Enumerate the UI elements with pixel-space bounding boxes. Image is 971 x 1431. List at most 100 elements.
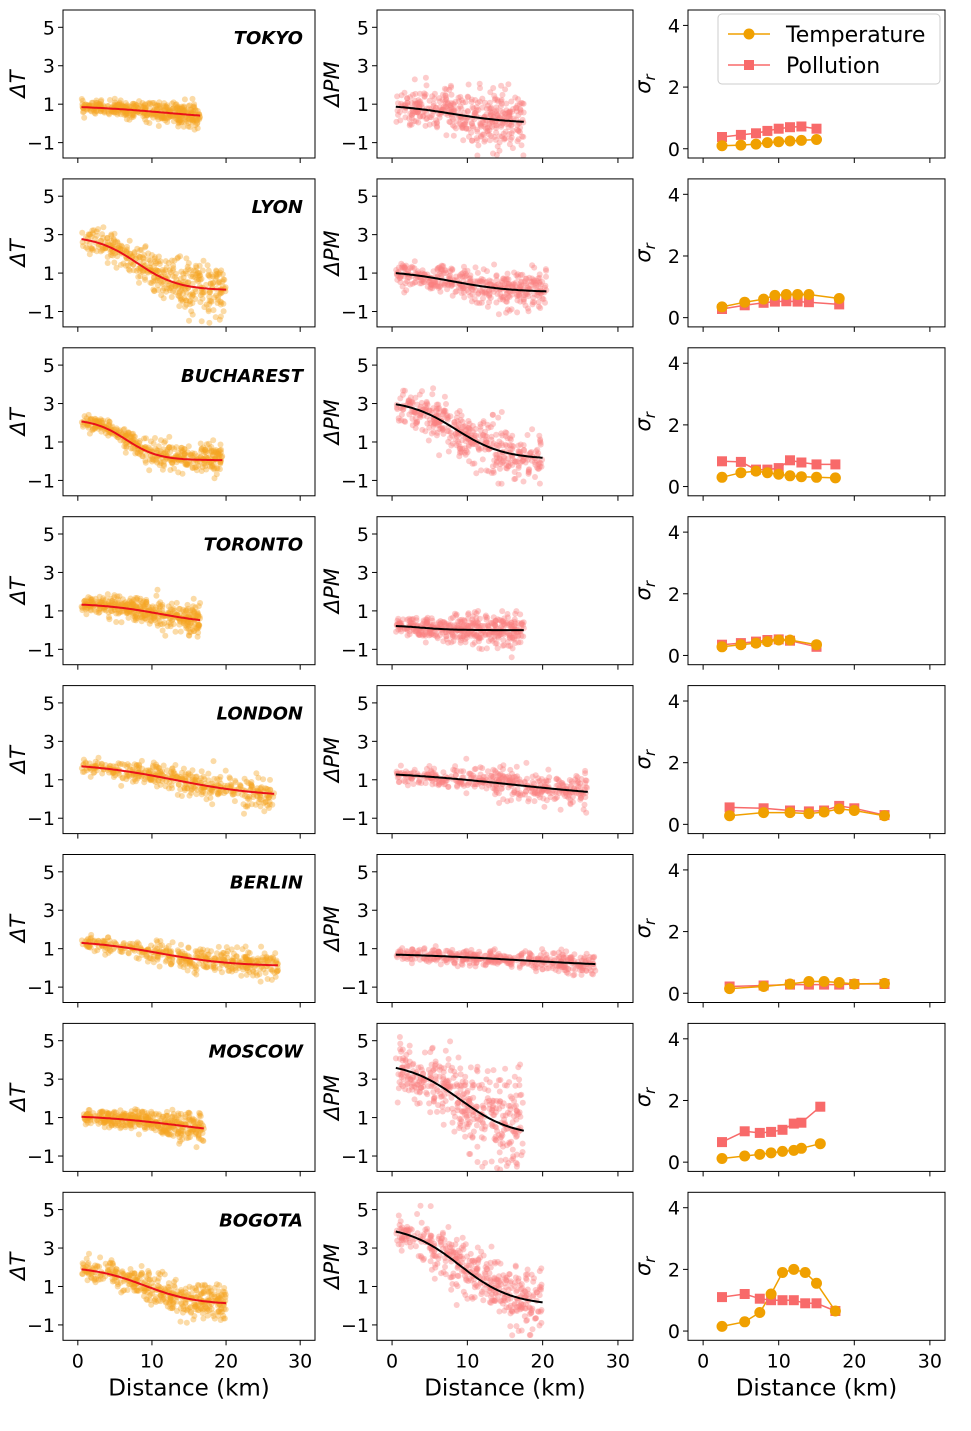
data-point [193, 791, 200, 798]
data-point [154, 586, 161, 593]
data-point [465, 125, 472, 132]
data-point [515, 127, 522, 134]
data-point [535, 303, 542, 310]
data-point [153, 606, 160, 613]
data-point [457, 417, 464, 423]
data-point [469, 287, 476, 293]
data-point [535, 465, 542, 472]
data-point [120, 426, 127, 433]
data-point [450, 116, 456, 123]
data-point [411, 76, 418, 83]
data-point [516, 292, 523, 298]
data-point [501, 114, 508, 121]
data-point [262, 798, 269, 805]
data-point [577, 796, 584, 803]
data-point [470, 441, 477, 448]
data-point [440, 769, 447, 776]
data-point [514, 790, 521, 797]
data-point [101, 109, 108, 116]
data-point [149, 458, 155, 465]
data-point [115, 102, 121, 109]
data-point [180, 452, 187, 458]
data-point [480, 418, 487, 425]
data-point [464, 449, 471, 456]
data-point [198, 768, 205, 775]
data-point [134, 594, 141, 601]
data-point [109, 770, 116, 777]
data-point [242, 956, 249, 963]
data-point [423, 619, 430, 626]
data-point [426, 632, 433, 639]
data-point [509, 283, 516, 290]
data-point [456, 284, 462, 291]
data-point [496, 147, 503, 154]
data-point [545, 766, 552, 773]
data-point [441, 267, 448, 274]
data-point [208, 948, 215, 955]
data-point [477, 277, 483, 284]
data-point [116, 427, 123, 434]
fit-curve [81, 420, 223, 462]
data-point [95, 243, 102, 250]
data-point [501, 136, 508, 143]
data-point [475, 608, 482, 614]
data-point [445, 282, 452, 289]
data-point [143, 953, 150, 960]
data-point [168, 961, 175, 968]
data-point [200, 785, 207, 792]
data-point [468, 622, 475, 629]
data-point [448, 100, 455, 107]
data-point [208, 460, 214, 467]
data-point [218, 952, 225, 959]
data-point [155, 769, 162, 776]
data-point [154, 277, 161, 284]
data-point [200, 788, 206, 795]
data-point [188, 963, 195, 970]
axes-frame [62, 178, 316, 328]
data-point [269, 958, 276, 965]
data-point [181, 96, 188, 103]
data-point [164, 119, 171, 125]
data-point [467, 439, 474, 446]
data-point [460, 124, 466, 131]
data-point [182, 771, 189, 778]
data-point [463, 125, 470, 132]
data-point [203, 454, 210, 461]
data-point [147, 776, 154, 783]
data-point [114, 111, 121, 118]
data-point [529, 299, 536, 306]
data-point [537, 439, 544, 446]
data-point [213, 450, 220, 457]
data-point [474, 128, 481, 135]
data-point [493, 451, 500, 458]
data-point [521, 778, 528, 785]
data-point [177, 113, 184, 120]
data-point [183, 297, 190, 304]
data-point [181, 950, 188, 957]
data-point [497, 764, 504, 770]
data-point [123, 112, 130, 119]
data-point [401, 387, 408, 394]
data-point [512, 475, 519, 482]
data-point [155, 613, 162, 620]
data-point [108, 608, 115, 614]
data-point [424, 401, 431, 408]
data-point [421, 93, 428, 100]
data-point [187, 267, 194, 274]
data-point [430, 103, 437, 110]
data-point [123, 111, 130, 118]
data-point [509, 432, 516, 439]
data-point [209, 801, 216, 808]
data-point [128, 434, 135, 441]
data-point [154, 106, 160, 112]
data-point [154, 939, 161, 945]
data-point [94, 101, 101, 108]
data-point [473, 781, 479, 788]
plot-area [78, 754, 277, 817]
y-tick-label: 5 [43, 355, 55, 377]
data-point [187, 611, 194, 618]
data-point [147, 614, 154, 621]
data-point [125, 950, 132, 957]
data-point [433, 621, 440, 628]
city-title: TOKYO [234, 28, 303, 49]
